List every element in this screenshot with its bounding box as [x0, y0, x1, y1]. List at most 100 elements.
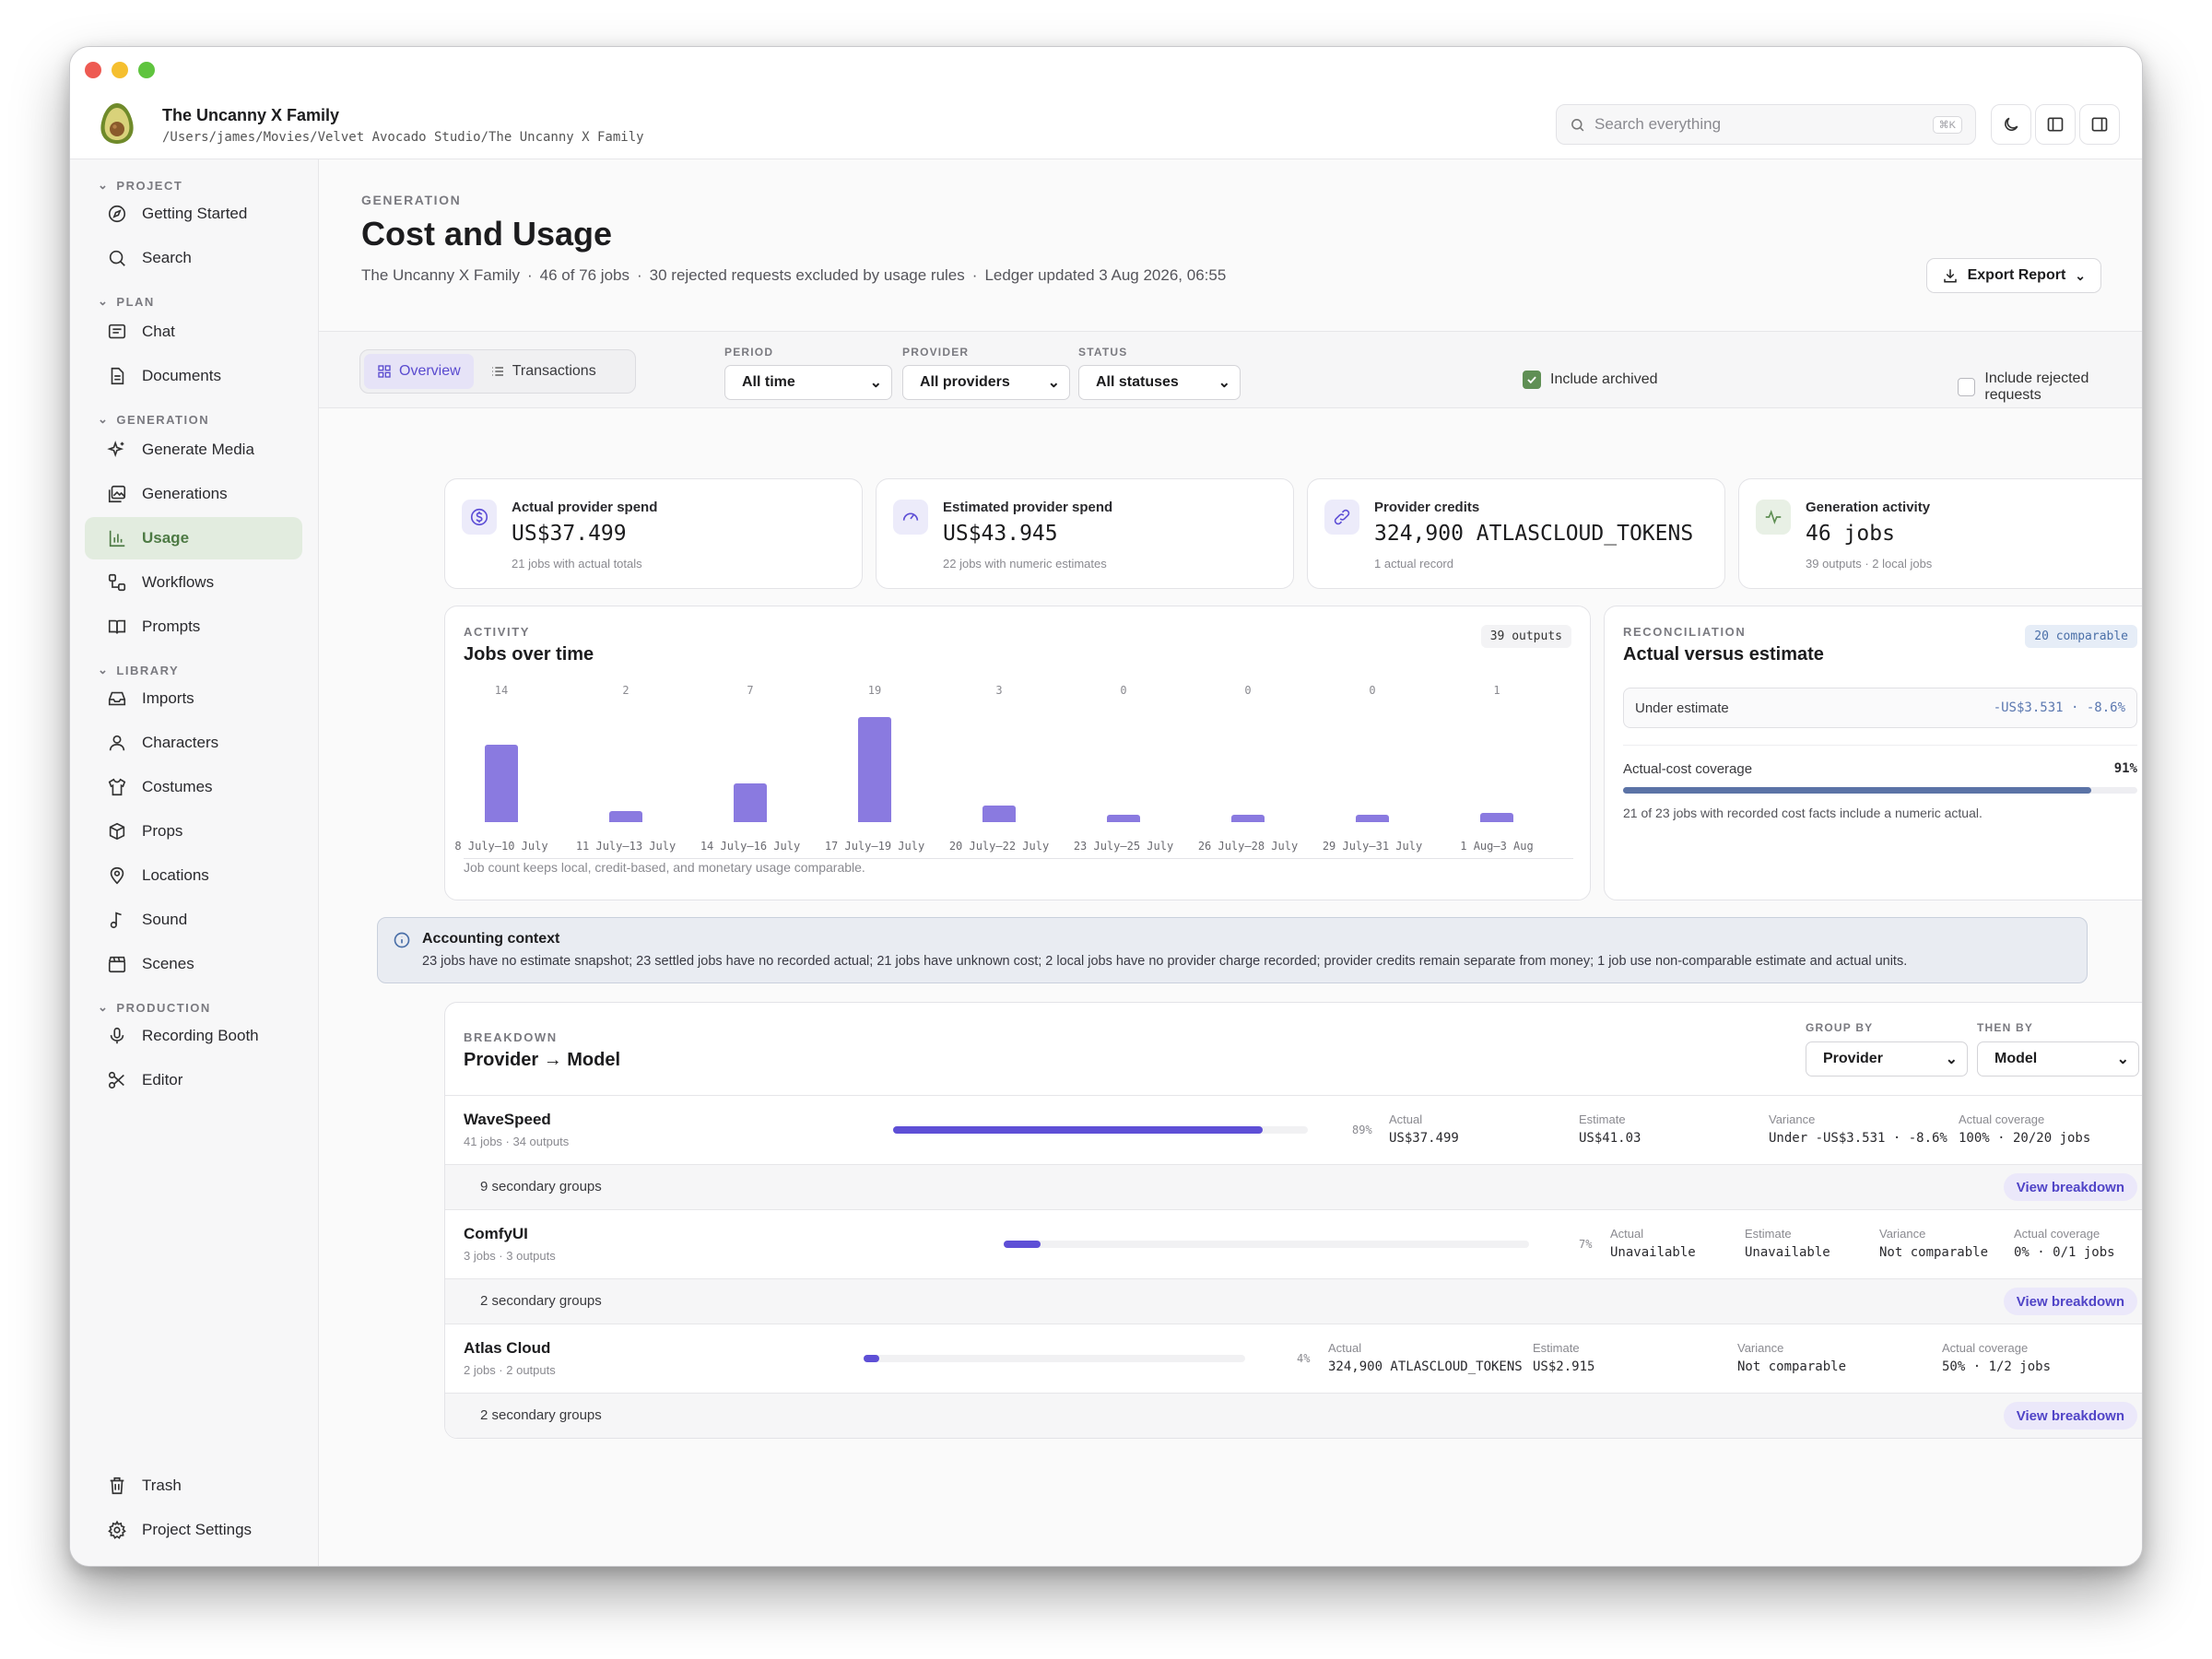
breakdown-row-wavespeed[interactable]: WaveSpeed 41 jobs · 34 outputs 89% Actua…: [445, 1095, 2142, 1164]
workflow-icon: [108, 573, 126, 592]
kpi-card-estimated-spend: Estimated provider spend US$43.945 22 jo…: [876, 478, 1294, 589]
global-search[interactable]: Search everything ⌘K: [1556, 104, 1976, 145]
filter-bar: Overview Transactions PERIOD All time ⌄ P…: [319, 331, 2142, 408]
accounting-context-notice: Accounting context 23 jobs have no estim…: [377, 917, 2088, 983]
chart-bar[interactable]: [858, 717, 891, 822]
bar-value-label: 0: [1244, 684, 1252, 697]
view-breakdown-button[interactable]: View breakdown: [2003, 1288, 2137, 1315]
tab-overview[interactable]: Overview: [364, 354, 474, 389]
chart-baseline: [464, 858, 1573, 859]
sidebar-item-costumes[interactable]: Costumes: [85, 766, 302, 808]
bar-value-label: 2: [622, 684, 629, 697]
chart-bar[interactable]: [1480, 813, 1513, 822]
toggle-right-panel-button[interactable]: [2079, 104, 2120, 145]
view-tabs: Overview Transactions: [359, 349, 636, 394]
section-plan[interactable]: ⌄ PLAN: [98, 294, 155, 309]
chart-bar[interactable]: [1231, 815, 1265, 822]
kpi-value: US$43.945: [943, 522, 1058, 546]
section-production[interactable]: ⌄ PRODUCTION: [98, 1000, 211, 1015]
sidebar-item-project-settings[interactable]: Project Settings: [85, 1509, 302, 1551]
coverage-fill: [1623, 787, 2091, 794]
chevron-down-icon: ⌄: [98, 1000, 110, 1014]
map-pin-icon: [110, 866, 124, 885]
section-project[interactable]: ⌄ PROJECT: [98, 178, 183, 193]
kpi-card-generation-activity: Generation activity 46 jobs 39 outputs ·…: [1738, 478, 2142, 589]
view-breakdown-button[interactable]: View breakdown: [2003, 1173, 2137, 1201]
comparable-badge: 20 comparable: [2025, 625, 2137, 648]
sidebar-item-getting-started[interactable]: Getting Started: [85, 193, 302, 235]
secondary-groups-row: 9 secondary groups View breakdown: [445, 1164, 2142, 1209]
sidebar-item-workflows[interactable]: Workflows: [85, 561, 302, 604]
chevron-down-icon: ⌄: [2075, 267, 2086, 283]
gear-icon: [108, 1520, 126, 1539]
bar-value-label: 0: [1120, 684, 1127, 697]
chart-bar[interactable]: [485, 745, 518, 822]
chart-bar[interactable]: [1107, 815, 1140, 822]
chart-bar[interactable]: [609, 811, 642, 822]
view-breakdown-button[interactable]: View breakdown: [2003, 1402, 2137, 1430]
sidebar-item-characters[interactable]: Characters: [85, 722, 302, 764]
kpi-card-provider-credits: Provider credits 324,900 ATLASCLOUD_TOKE…: [1307, 478, 1725, 589]
share-bar-fill: [864, 1355, 879, 1362]
period-label: PERIOD: [724, 346, 774, 359]
export-report-button[interactable]: Export Report ⌄: [1925, 258, 2101, 293]
sidebar-item-imports[interactable]: Imports: [85, 677, 302, 720]
left-panel-icon: [2047, 117, 2064, 132]
under-estimate-value: -US$3.531 · -8.6%: [1993, 700, 2125, 715]
context-title: Accounting context: [422, 931, 560, 947]
sidebar-item-search[interactable]: Search: [85, 237, 302, 279]
include-archived-checkbox[interactable]: Include archived: [1523, 371, 1658, 389]
include-rejected-checkbox[interactable]: Include rejected requests: [1958, 371, 2142, 404]
sidebar-item-sound[interactable]: Sound: [85, 899, 302, 941]
sidebar-item-editor[interactable]: Editor: [85, 1059, 302, 1101]
sidebar-item-usage[interactable]: Usage: [85, 517, 302, 559]
provider-select[interactable]: All providers ⌄: [902, 365, 1070, 400]
shirt-icon: [108, 778, 126, 796]
sidebar-item-recording-booth[interactable]: Recording Booth: [85, 1015, 302, 1057]
chevron-down-icon: ⌄: [98, 412, 110, 426]
chevron-down-icon: ⌄: [1218, 375, 1230, 391]
theme-toggle-button[interactable]: [1991, 104, 2031, 145]
sidebar-item-generate-media[interactable]: Generate Media: [85, 429, 302, 471]
sidebar-item-documents[interactable]: Documents: [85, 355, 302, 397]
context-text: 23 jobs have no estimate snapshot; 23 se…: [422, 954, 1908, 969]
close-window-button[interactable]: [85, 62, 101, 78]
divider: [1623, 745, 2137, 746]
group-by-select[interactable]: Provider ⌄: [1806, 1041, 1968, 1077]
window-controls: [85, 62, 155, 78]
activity-eyebrow: ACTIVITY: [464, 625, 531, 639]
under-estimate-row: Under estimate -US$3.531 · -8.6%: [1623, 688, 2137, 728]
activity-icon: [1756, 500, 1791, 535]
breakdown-row-comfyui[interactable]: ComfyUI 3 jobs · 3 outputs 7% Actual Una…: [445, 1209, 2142, 1278]
secondary-groups-row: 2 secondary groups View breakdown: [445, 1278, 2142, 1324]
sidebar-item-chat[interactable]: Chat: [85, 311, 302, 353]
sidebar-item-prompts[interactable]: Prompts: [85, 606, 302, 648]
project-title: The Uncanny X Family: [162, 106, 340, 124]
kpi-value: 324,900 ATLASCLOUD_TOKENS: [1374, 522, 1694, 546]
coverage-label: Actual-cost coverage: [1623, 761, 1753, 777]
chart-bar[interactable]: [982, 806, 1016, 822]
chart-bar[interactable]: [734, 783, 767, 822]
clapperboard-icon: [108, 956, 126, 973]
search-icon: [1571, 118, 1584, 131]
user-icon: [109, 735, 125, 751]
chart-bar[interactable]: [1356, 815, 1389, 822]
then-by-select[interactable]: Model ⌄: [1977, 1041, 2139, 1077]
sidebar-item-scenes[interactable]: Scenes: [85, 943, 302, 985]
section-library[interactable]: ⌄ LIBRARY: [98, 663, 180, 677]
kpi-value: 46 jobs: [1806, 522, 1895, 546]
tab-transactions[interactable]: Transactions: [477, 354, 609, 389]
minimize-window-button[interactable]: [112, 62, 128, 78]
breakdown-row-atlas-cloud[interactable]: Atlas Cloud 2 jobs · 2 outputs 4% Actual…: [445, 1324, 2142, 1393]
status-select[interactable]: All statuses ⌄: [1078, 365, 1241, 400]
sidebar-item-locations[interactable]: Locations: [85, 854, 302, 897]
sidebar-item-generations[interactable]: Generations: [85, 473, 302, 515]
section-generation[interactable]: ⌄ GENERATION: [98, 412, 210, 427]
sidebar-item-props[interactable]: Props: [85, 810, 302, 853]
coverage-percent: 91%: [2113, 761, 2137, 776]
toggle-left-panel-button[interactable]: [2035, 104, 2076, 145]
x-tick-label: 23 July–25 July: [1073, 840, 1174, 853]
sidebar-item-trash[interactable]: Trash: [85, 1465, 302, 1507]
period-select[interactable]: All time ⌄: [724, 365, 892, 400]
zoom-window-button[interactable]: [138, 62, 155, 78]
